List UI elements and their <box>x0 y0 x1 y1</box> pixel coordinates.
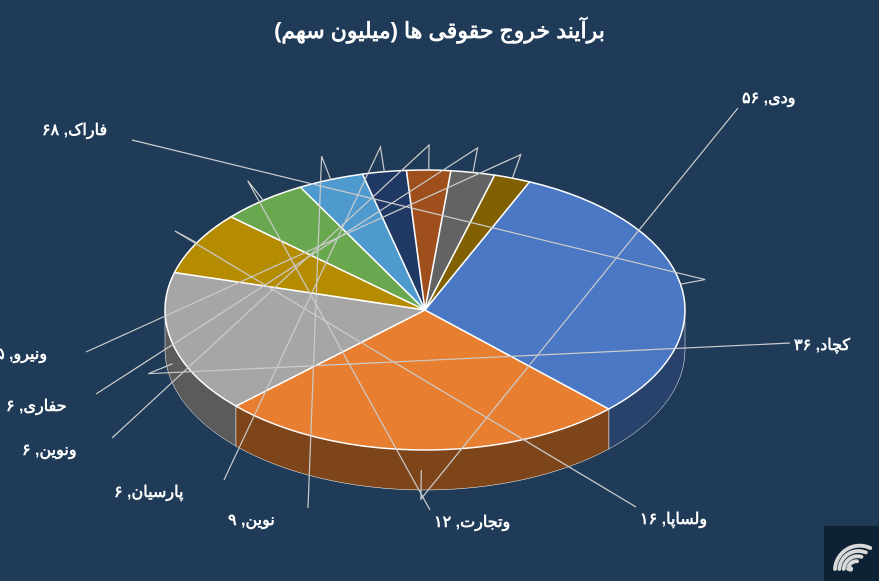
slice-label: حفاری, ۶ <box>6 396 67 416</box>
slice-label: وتجارت, ۱۲ <box>434 512 510 532</box>
slice-label: فاراک, ۶۸ <box>42 120 107 140</box>
logo-icon <box>824 526 879 581</box>
pie-chart-container: برآیند خروج حقوقی ها (میلیون سهم) ودی, ۵… <box>0 0 879 581</box>
slice-label: ونوین, ۶ <box>22 440 77 460</box>
logo-box <box>824 526 879 581</box>
slice-label: ودی, ۵۶ <box>742 88 795 108</box>
slice-label: ونیرو, ۵ <box>0 344 47 364</box>
slice-label: کچاد, ۳۶ <box>794 335 850 355</box>
slice-label: نوین, ۹ <box>228 510 275 530</box>
slice-label: ولساپا, ۱۶ <box>640 509 707 529</box>
slice-label: پارسیان, ۶ <box>114 482 183 502</box>
